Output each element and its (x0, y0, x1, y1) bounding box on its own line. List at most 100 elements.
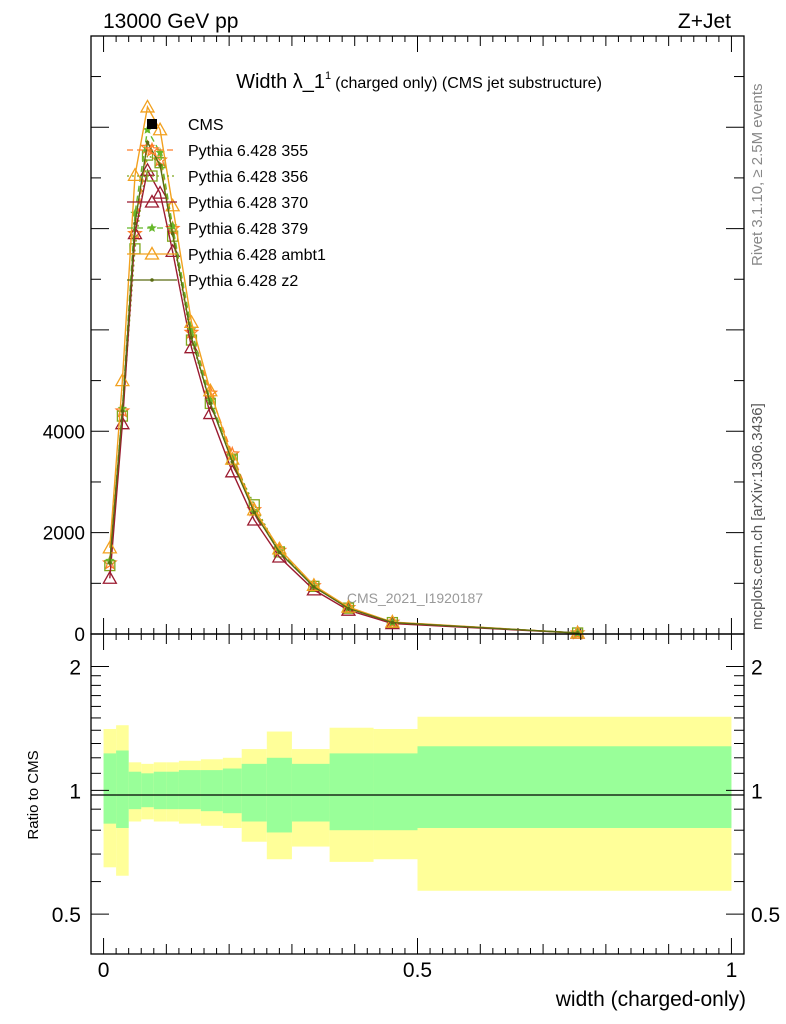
series-marker (130, 208, 140, 218)
series-marker (108, 561, 112, 565)
main-y-tick-label: 0 (74, 625, 85, 646)
series-marker (102, 570, 118, 584)
series-marker (150, 278, 154, 282)
legend-item: Pythia 6.428 355 (127, 141, 308, 160)
series-marker (165, 197, 181, 212)
series-marker (274, 545, 285, 555)
plot-title-rest: (charged only) (CMS jet substructure) (335, 75, 602, 92)
series-marker (224, 464, 240, 478)
watermark: CMS_2021_I1920187 (347, 590, 483, 606)
series-marker (230, 459, 235, 464)
series-marker (152, 121, 168, 136)
x-tick-label: 1 (726, 959, 738, 982)
ratio-inner-band (128, 771, 142, 810)
series-marker (147, 119, 157, 129)
legend-label: Pythia 6.428 355 (188, 143, 308, 160)
series-marker (277, 550, 282, 555)
ratio-inner-band (166, 771, 179, 810)
ratio-bands (103, 716, 732, 891)
plot-title: Width λ_11 (charged only) (CMS jet substr… (236, 70, 602, 93)
series-marker (246, 502, 262, 516)
series-line (109, 168, 578, 634)
mcplots-label: mcplots.cern.ch [arXiv:1306.3436] (749, 403, 766, 630)
legend-label: Pythia 6.428 z2 (188, 273, 298, 290)
legend-item: Pythia 6.428 z2 (127, 273, 298, 290)
series-marker (144, 194, 160, 208)
series-line (109, 104, 578, 634)
series-marker (133, 221, 137, 226)
legend-item: Pythia 6.428 379 (127, 221, 308, 238)
ratio-inner-band (178, 770, 201, 810)
ratio-inner-band (373, 753, 418, 831)
series-marker (252, 510, 257, 515)
series-line (109, 140, 578, 634)
series-pythia-6-428-356 (104, 149, 584, 639)
series-marker (246, 512, 262, 526)
plot-title-main: Width λ_1 (236, 71, 325, 93)
main-y-tick-label: 2000 (43, 524, 85, 545)
main-axis-ticks (91, 36, 744, 635)
series-marker (208, 401, 213, 406)
series-pythia-6-428-370 (102, 162, 586, 639)
ratio-inner-band (116, 750, 129, 828)
ratio-inner-band (141, 773, 154, 808)
series-marker (146, 170, 158, 182)
ratio-inner-band (329, 753, 374, 831)
series-line (109, 127, 578, 634)
legend-label: Pythia 6.428 356 (188, 169, 308, 186)
x-axis-label: width (charged-only) (555, 988, 746, 1011)
series-marker (145, 140, 150, 145)
series-marker (158, 163, 162, 168)
legend-label: Pythia 6.428 ambt1 (188, 247, 326, 264)
legend-item: Pythia 6.428 370 (127, 194, 308, 212)
ratio-inner-band (103, 753, 117, 824)
series-marker (142, 124, 153, 134)
series-marker (127, 167, 143, 182)
legend-label: CMS (188, 117, 224, 134)
series-marker (186, 324, 197, 334)
series-marker (224, 451, 240, 465)
legend-label: Pythia 6.428 370 (188, 195, 308, 212)
energy-label: 13000 GeV pp (103, 10, 238, 33)
series-marker (167, 221, 178, 231)
series-pythia-6-428-ambt1 (102, 99, 586, 639)
legend-label: Pythia 6.428 379 (188, 221, 308, 238)
ratio-y-tick-label-right: 2 (751, 657, 763, 680)
series-marker (155, 147, 165, 157)
ratio-y-tick-label: 0.5 (52, 904, 81, 927)
series-marker (227, 451, 238, 461)
series-marker (152, 185, 168, 199)
ratio-y-tick-label: 2 (69, 657, 81, 680)
series-layer (101, 99, 586, 640)
x-tick-label: 0.5 (403, 959, 432, 982)
ratio-axis-ticks (91, 634, 744, 955)
series-marker (189, 335, 194, 340)
series-pythia-6-428-355 (101, 139, 586, 640)
main-y-tick-labels: 0 2000 4000 (43, 422, 85, 646)
plot-title-sup: 1 (325, 70, 331, 82)
ratio-x-tick-labels: 0 0.5 1 (98, 959, 738, 982)
ratio-inner-band (417, 746, 732, 828)
legend: CMS Pythia 6.428 355 Pythia 6.428 356 Pythi… (127, 117, 326, 290)
series-marker (346, 606, 351, 611)
series-line (109, 153, 578, 634)
series-marker (102, 540, 118, 554)
series-marker (147, 223, 157, 233)
legend-item: CMS (147, 117, 224, 134)
series-marker (114, 372, 131, 387)
ratio-inner-band (153, 771, 167, 810)
ratio-panel: 0.5 0.5 1 1 2 2 0 0.5 1 Ratio to CMS width (cha… (25, 633, 780, 1011)
ratio-y-tick-labels: 0.5 0.5 1 1 2 2 (52, 657, 780, 928)
series-line (109, 146, 578, 634)
series-marker (312, 585, 316, 589)
main-y-tick-label: 4000 (43, 422, 85, 443)
ratio-inner-band (241, 763, 267, 822)
ratio-inner-band (200, 770, 223, 812)
ratio-y-tick-label-right: 0.5 (751, 904, 780, 927)
ratio-y-axis-label: Ratio to CMS (25, 750, 42, 839)
ratio-inner-band (291, 763, 330, 822)
series-marker (170, 231, 175, 236)
ratio-y-tick-label-right: 1 (751, 780, 763, 803)
series-pythia-6-428-z2 (108, 140, 580, 635)
series-marker (390, 620, 395, 625)
